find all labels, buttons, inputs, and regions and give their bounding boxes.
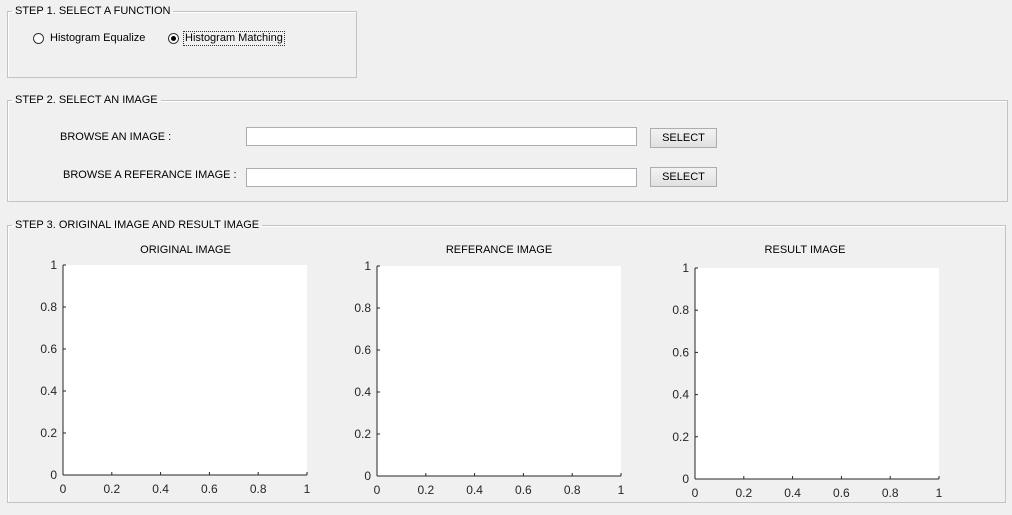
plot-area (63, 265, 307, 475)
x-tick-label: 0.2 (417, 483, 434, 497)
y-tick-label: 1 (682, 261, 689, 275)
y-tick-label: 0.4 (354, 385, 371, 399)
radio-circle-icon[interactable] (33, 33, 44, 44)
x-tick-label: 1 (936, 486, 943, 500)
radio-histogram-equalize[interactable]: Histogram Equalize (33, 32, 146, 45)
y-tick-label: 0.2 (40, 426, 57, 440)
original-image-title: ORIGINAL IMAGE (140, 244, 231, 256)
x-tick-label: 0.8 (882, 486, 899, 500)
browse-image-label: BROWSE AN IMAGE : (60, 131, 172, 143)
y-tick-label: 1 (364, 259, 371, 273)
x-tick-label: 0.4 (466, 483, 483, 497)
radio-circle-icon[interactable] (168, 33, 179, 44)
select-image-button[interactable]: SELECT (650, 128, 717, 148)
y-tick-label: 0.6 (672, 345, 689, 359)
y-tick-label: 0.6 (40, 342, 57, 356)
y-tick-label: 0.6 (354, 343, 371, 357)
x-tick-label: 1 (618, 483, 625, 497)
radio-histogram-matching[interactable]: Histogram Matching (168, 31, 285, 46)
step3-legend: STEP 3. ORIGINAL IMAGE AND RESULT IMAGE (15, 219, 260, 231)
plot-area (695, 268, 939, 479)
y-tick-label: 0.2 (354, 427, 371, 441)
y-tick-label: 0.2 (672, 430, 689, 444)
x-tick-label: 0.4 (152, 482, 169, 496)
radio-label: Histogram Equalize (50, 32, 146, 44)
x-tick-label: 0 (60, 482, 67, 496)
x-tick-label: 0 (692, 486, 699, 500)
result-image-title: RESULT IMAGE (764, 244, 846, 256)
y-tick-label: 0 (364, 469, 371, 483)
step1-panel: STEP 1. SELECT A FUNCTION (7, 5, 357, 78)
plot-area (377, 266, 621, 476)
x-tick-label: 0 (374, 483, 381, 497)
x-tick-label: 0.6 (515, 483, 532, 497)
x-tick-label: 0.8 (564, 483, 581, 497)
y-tick-label: 0.8 (40, 300, 57, 314)
x-tick-label: 0.8 (250, 482, 267, 496)
browse-reference-input[interactable] (246, 168, 637, 187)
x-tick-label: 0.6 (201, 482, 218, 496)
y-tick-label: 0.4 (672, 388, 689, 402)
y-tick-label: 0.8 (672, 303, 689, 317)
x-tick-label: 0.4 (784, 486, 801, 500)
browse-reference-label: BROWSE A REFERANCE IMAGE : (63, 169, 237, 181)
y-tick-label: 0 (682, 472, 689, 486)
y-tick-label: 0.4 (40, 384, 57, 398)
radio-label: Histogram Matching (183, 31, 285, 46)
x-tick-label: 0.2 (735, 486, 752, 500)
x-tick-label: 0.6 (833, 486, 850, 500)
y-tick-label: 1 (50, 258, 57, 272)
x-tick-label: 0.2 (103, 482, 120, 496)
step1-legend: STEP 1. SELECT A FUNCTION (15, 5, 171, 17)
browse-image-input[interactable] (246, 127, 637, 146)
step2-panel: STEP 2. SELECT AN IMAGE (7, 94, 1008, 202)
reference-image-title: REFERANCE IMAGE (445, 244, 553, 256)
y-tick-label: 0.8 (354, 301, 371, 315)
select-reference-button[interactable]: SELECT (650, 167, 717, 187)
x-tick-label: 1 (304, 482, 311, 496)
step2-legend: STEP 2. SELECT AN IMAGE (15, 94, 158, 106)
y-tick-label: 0 (50, 468, 57, 482)
step3-panel: STEP 3. ORIGINAL IMAGE AND RESULT IMAGE (7, 219, 1006, 503)
